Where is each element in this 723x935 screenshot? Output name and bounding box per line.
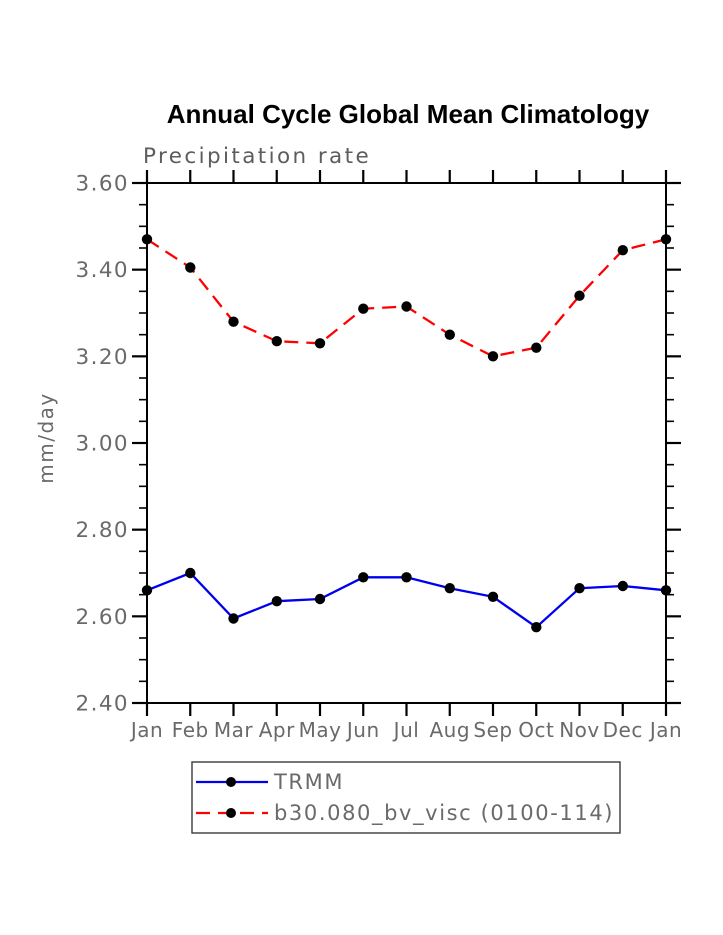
x-tick-label: Apr: [259, 718, 295, 742]
x-tick-label: Jun: [345, 718, 380, 742]
x-tick-label: Oct: [518, 718, 554, 742]
data-point: [358, 303, 369, 314]
data-point: [314, 338, 326, 349]
data-point: [660, 585, 672, 596]
x-tick-label: Nov: [559, 718, 600, 742]
data-point: [487, 351, 499, 362]
data-point: [141, 234, 153, 245]
data-point: [444, 583, 455, 594]
data-point: [358, 572, 369, 583]
legend-box: [191, 761, 621, 834]
y-tick-label: 3.20: [76, 345, 129, 370]
y-tick-label: 3.40: [76, 258, 129, 283]
x-tick-label: Jul: [392, 718, 420, 742]
y-tick-label: 3.00: [76, 432, 129, 457]
data-point: [271, 596, 282, 607]
x-tick-label: Jan: [648, 718, 682, 742]
data-point: [574, 290, 585, 301]
data-point: [228, 613, 239, 624]
y-tick-label: 2.40: [76, 692, 129, 717]
x-tick-label: Aug: [429, 718, 470, 742]
y-axis-label: mm/day: [34, 392, 58, 484]
axes: 2.40 2.60 2.80 3.00 3.20 3.40 3.60 Jan Feb Mar Apr…: [76, 170, 682, 742]
x-tick-label: Dec: [603, 718, 643, 742]
x-tick-label: May: [299, 718, 342, 742]
legend-label-model: b30.080_bv_visc (0100-114): [274, 801, 614, 826]
series-line-1: [146, 238, 667, 358]
data-point: [271, 336, 282, 347]
data-series: [141, 234, 672, 633]
data-point: [487, 591, 499, 602]
data-point: [185, 262, 196, 273]
data-point: [617, 580, 628, 592]
legend-marker-trmm: [226, 777, 236, 787]
y-tick-label: 3.60: [76, 172, 129, 197]
data-point: [401, 301, 412, 312]
data-point: [444, 329, 455, 340]
data-point: [228, 316, 239, 327]
y-tick-label: 2.60: [76, 605, 129, 630]
chart-subtitle: Precipitation rate: [143, 144, 371, 169]
legend-marker-model: [226, 808, 236, 818]
x-tick-label: Mar: [214, 718, 254, 742]
data-point: [617, 245, 628, 256]
data-point: [574, 583, 585, 594]
x-tick-label: Sep: [473, 718, 512, 742]
legend: TRMM b30.080_bv_visc (0100-114): [191, 761, 621, 834]
legend-label-trmm: TRMM: [273, 770, 344, 794]
data-point: [185, 567, 196, 579]
data-point: [141, 585, 153, 596]
data-point: [401, 572, 412, 583]
data-point: [314, 593, 326, 605]
data-point: [660, 234, 672, 245]
data-point: [531, 622, 542, 633]
data-point: [531, 342, 542, 353]
y-tick-label: 2.80: [76, 518, 129, 543]
chart-title: Annual Cycle Global Mean Climatology: [167, 99, 650, 129]
x-tick-label: Feb: [172, 718, 209, 742]
x-tick-label: Jan: [129, 718, 163, 742]
